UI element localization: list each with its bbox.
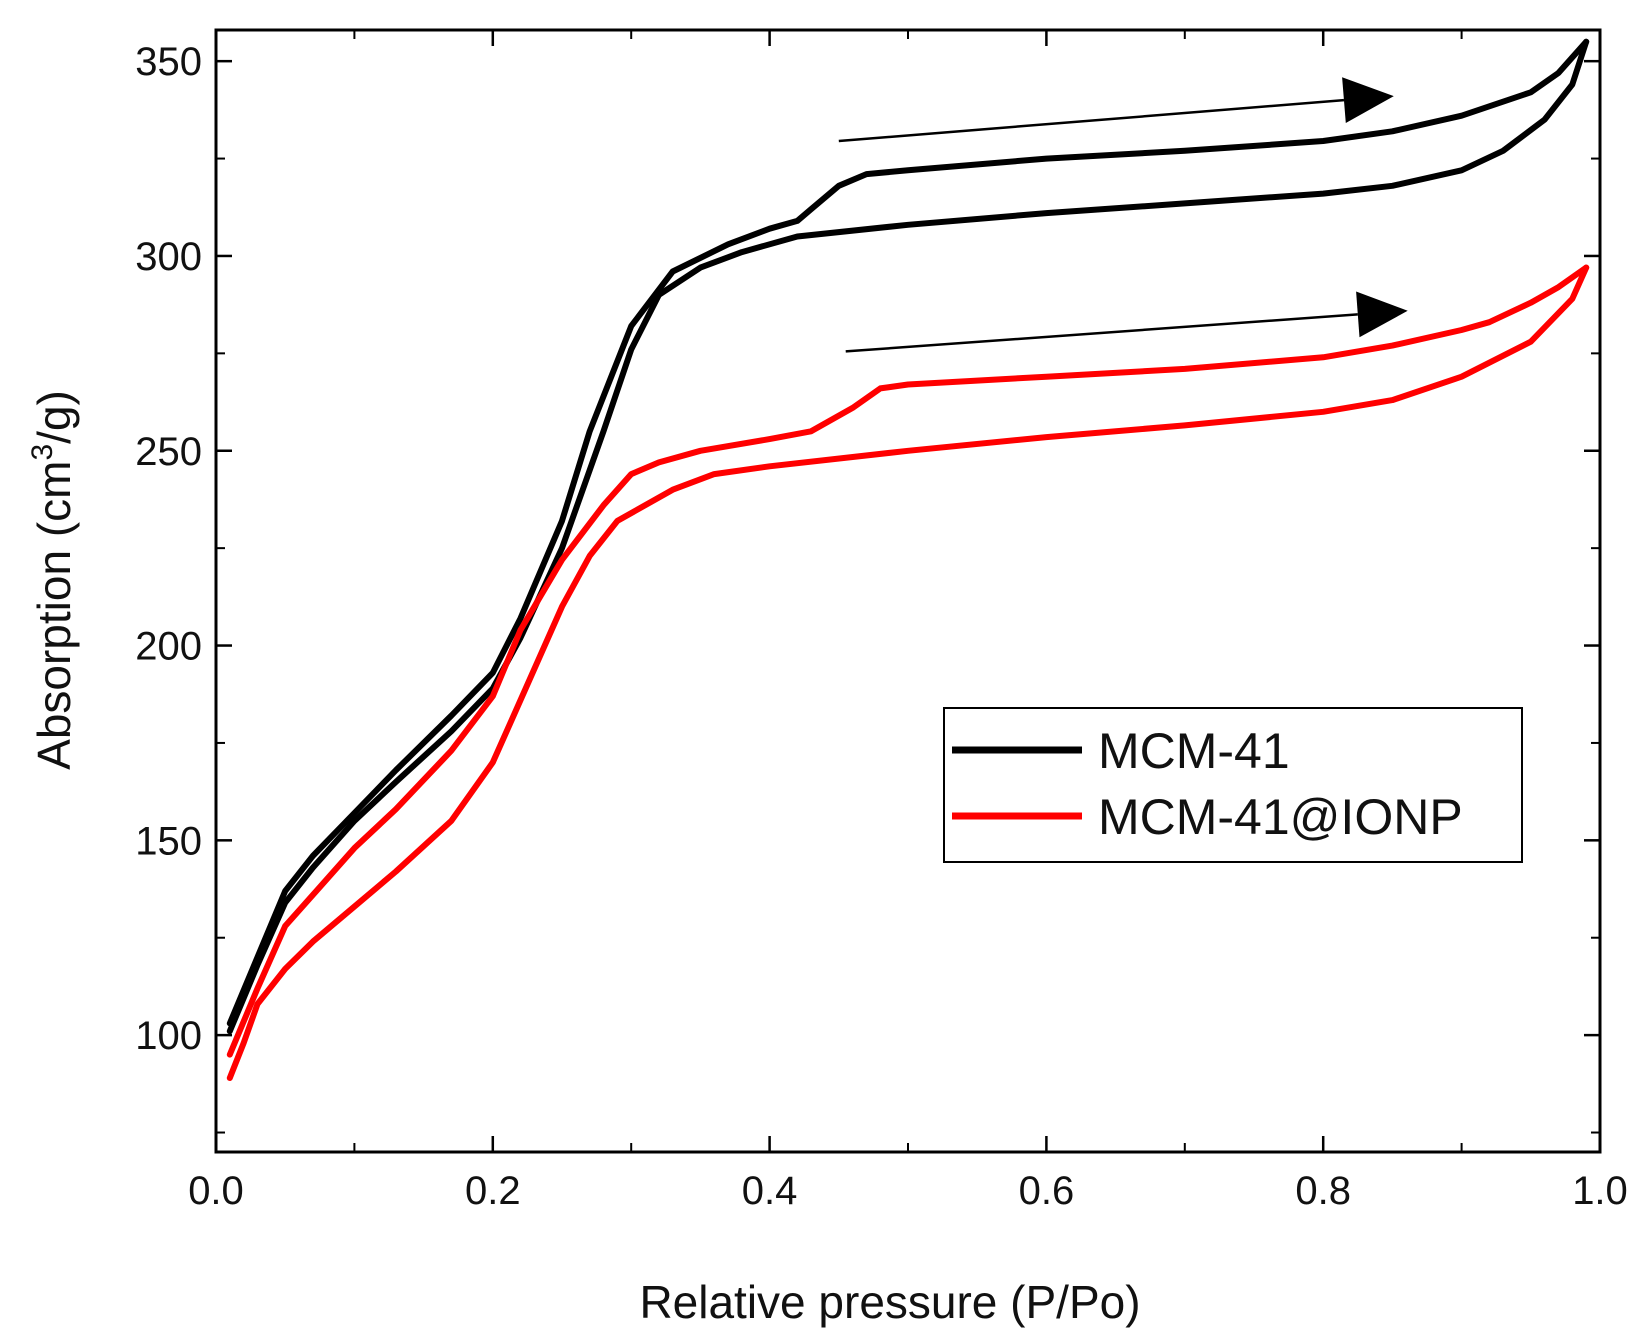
x-axis-title: Relative pressure (P/Po) — [639, 1276, 1140, 1328]
y-tick-label: 250 — [135, 430, 202, 474]
legend-box — [943, 707, 1523, 863]
y-axis-title-main: Absorption (cm — [28, 461, 80, 770]
x-tick-label: 0.2 — [465, 1169, 521, 1213]
legend-label-mcm41-ionp: MCM-41@IONP — [1098, 789, 1463, 845]
isotherm-desorption-line — [226, 38, 1590, 1027]
arrow-shaft — [845, 313, 1358, 353]
y-tick-label: 100 — [135, 1014, 202, 1058]
series-mcm41-ionp — [226, 264, 1590, 1081]
plot-frame — [214, 28, 1602, 1154]
x-tick-label: 1.0 — [1572, 1169, 1628, 1213]
x-tick-label: 0.4 — [742, 1169, 798, 1213]
y-tick-label: 350 — [135, 40, 202, 84]
annotation-layer — [838, 77, 1408, 353]
y-axis-title: Absorption (cm3/g) — [26, 390, 80, 770]
y-tick-label: 300 — [135, 235, 202, 279]
legend: MCM-41 MCM-41@IONP — [943, 707, 1523, 863]
isotherm-adsorption-line — [226, 264, 1590, 1081]
series-mcm41 — [226, 38, 1590, 1035]
arrow-head — [1342, 77, 1394, 123]
isotherm-desorption-line — [226, 264, 1590, 1058]
arrow-shaft — [838, 98, 1345, 143]
x-tick-labels: 0.0 0.2 0.4 0.6 0.8 1.0 — [188, 1169, 1628, 1213]
y-axis-title-units: /g) — [28, 390, 80, 444]
legend-label-mcm41: MCM-41 — [1098, 723, 1290, 779]
arrow-head — [1356, 291, 1408, 338]
y-axis-title-superscript: 3 — [26, 444, 59, 461]
isotherm-adsorption-line — [226, 38, 1590, 1035]
y-tick-label: 150 — [135, 819, 202, 863]
plot-area-border — [214, 28, 1602, 1154]
y-tick-label: 200 — [135, 625, 202, 669]
x-tick-label: 0.8 — [1295, 1169, 1351, 1213]
x-tick-label: 0.6 — [1019, 1169, 1075, 1213]
axis-ticks — [214, 30, 1602, 1152]
series-layer — [226, 38, 1590, 1081]
y-tick-labels: 100 150 200 250 300 350 — [135, 40, 202, 1058]
x-tick-label: 0.0 — [188, 1169, 244, 1213]
